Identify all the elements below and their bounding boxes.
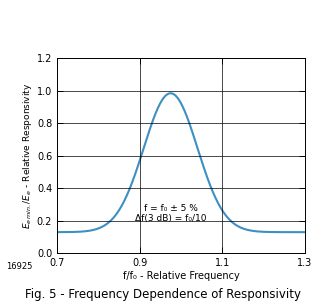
Text: f = f₀ ± 5 %
Δf(3 dB) = f₀/10: f = f₀ ± 5 % Δf(3 dB) = f₀/10 bbox=[135, 204, 206, 223]
Y-axis label: $E_{e\,min.}/E_e$ - Relative Responsivity: $E_{e\,min.}/E_e$ - Relative Responsivit… bbox=[21, 83, 34, 229]
X-axis label: f/f₀ - Relative Frequency: f/f₀ - Relative Frequency bbox=[123, 271, 239, 281]
Text: 16925: 16925 bbox=[7, 262, 33, 271]
Text: Fig. 5 - Frequency Dependence of Responsivity: Fig. 5 - Frequency Dependence of Respons… bbox=[25, 288, 301, 301]
